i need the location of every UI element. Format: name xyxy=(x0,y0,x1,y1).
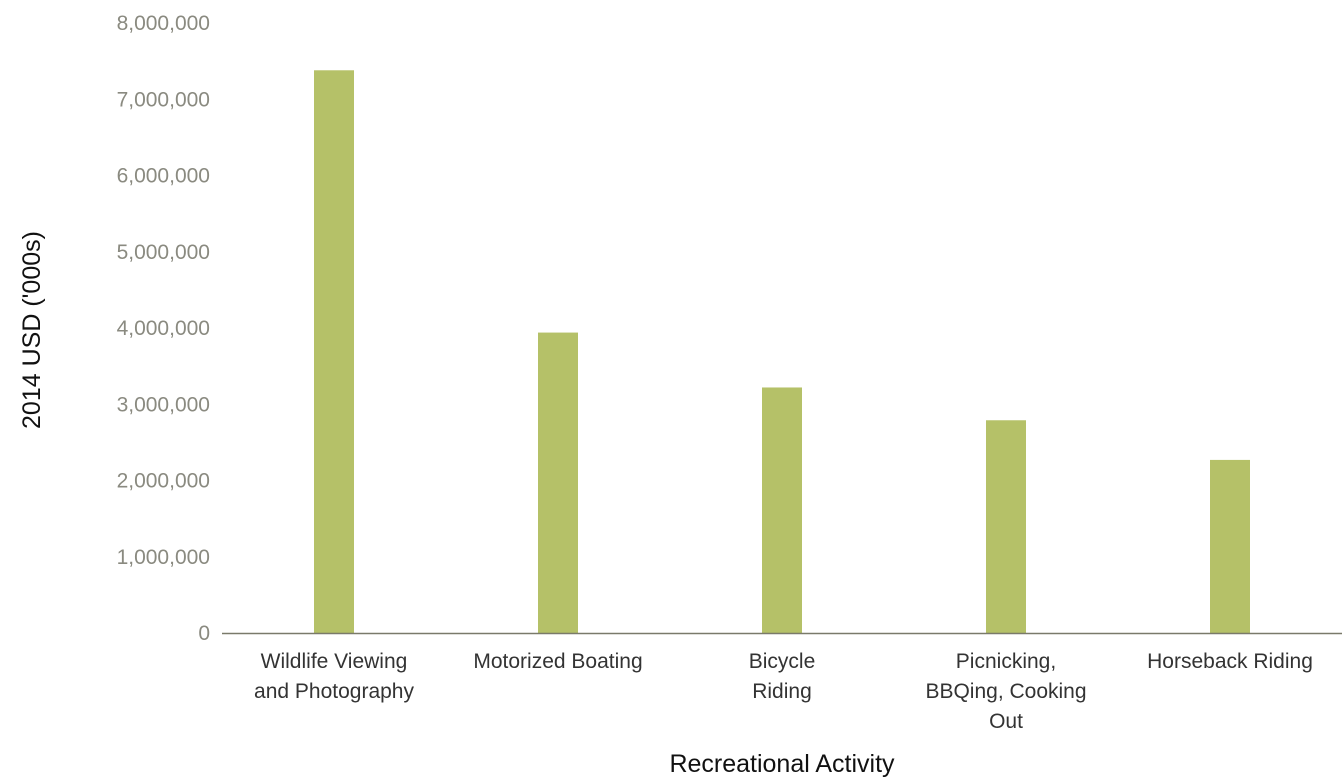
x-axis-title: Recreational Activity xyxy=(669,750,895,778)
bars xyxy=(314,70,1250,633)
y-tick-label: 8,000,000 xyxy=(117,12,210,35)
y-tick-label: 1,000,000 xyxy=(117,546,210,569)
y-tick-label: 2,000,000 xyxy=(117,470,210,493)
x-axis-ticks: Wildlife Viewing and Photography Motorized… xyxy=(254,650,1313,733)
y-tick-label: 7,000,000 xyxy=(117,88,210,111)
y-tick-label: 3,000,000 xyxy=(117,393,210,416)
y-axis-title: 2014 USD ('000s) xyxy=(18,231,46,429)
x-tick-label: Bicycle Riding xyxy=(749,650,816,703)
y-tick-label: 0 xyxy=(198,622,210,645)
bar xyxy=(538,332,578,633)
bar xyxy=(986,420,1026,633)
y-axis-ticks: 0 1,000,000 2,000,000 3,000,000 4,000,000 5,0… xyxy=(117,12,210,645)
x-tick-label: Picnicking, BBQing, Cooking Out xyxy=(925,650,1086,733)
x-tick-label: Motorized Boating xyxy=(473,650,642,673)
x-tick-label: Wildlife Viewing and Photography xyxy=(254,650,414,703)
bar xyxy=(1210,459,1250,633)
y-tick-label: 6,000,000 xyxy=(117,165,210,188)
y-tick-label: 5,000,000 xyxy=(117,241,210,264)
bar xyxy=(762,387,802,633)
bar xyxy=(314,70,354,633)
y-tick-label: 4,000,000 xyxy=(117,317,210,340)
x-tick-label: Horseback Riding xyxy=(1147,650,1313,673)
